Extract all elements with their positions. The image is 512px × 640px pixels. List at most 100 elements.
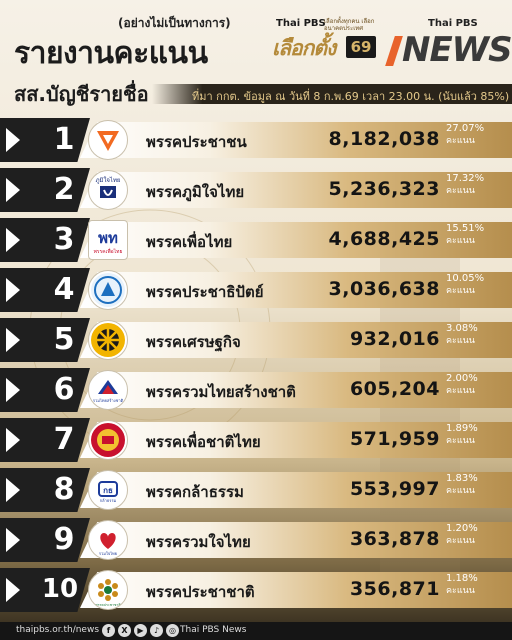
tiktok-icon[interactable]: ♪ (150, 624, 163, 637)
percent-value: 1.18% (446, 573, 478, 584)
vote-percent: 17.32% คะแนน (446, 173, 484, 197)
vote-count: 356,871 (349, 578, 440, 600)
party-name: พรรคภูมิใจไทย (146, 183, 245, 201)
party-name: พรรคประชาชน (146, 133, 247, 151)
result-row: 3 พท พรรคเพื่อไทย พรรคเพื่อไทย 4,688,425 … (0, 218, 512, 262)
bhumjaithai-logo-icon: ภูมิใจไทย (88, 170, 128, 210)
rank-number: 1 (53, 122, 75, 157)
election-logo-title: เลือกตั้ง (272, 36, 336, 60)
chevron-right-icon (6, 128, 20, 152)
percent-unit: คะแนน (446, 136, 475, 146)
header: (อย่างไม่เป็นทางการ) รายงานคะแนน สส.บัญช… (0, 0, 512, 110)
kla-tham-logo-mark: กธ (103, 486, 113, 495)
vote-percent: 1.18% คะแนน (446, 573, 478, 597)
result-row: 4 พรรคประชาธิปัตย์ 3,036,638 10.05% คะแน… (0, 268, 512, 312)
news-logo-brand: Thai PBS (428, 18, 478, 29)
vote-count: 4,688,425 (328, 228, 440, 250)
vote-percent: 1.20% คะแนน (446, 523, 478, 547)
rank-number: 6 (53, 372, 75, 407)
pheu-thai-logo-icon: พท พรรคเพื่อไทย (88, 220, 128, 260)
percent-unit: คะแนน (446, 236, 475, 246)
result-bar (80, 372, 512, 408)
footer: thaipbs.or.th/news f X ▶ ♪ ◎ Thai PBS Ne… (0, 622, 512, 640)
instagram-icon[interactable]: ◎ (166, 624, 179, 637)
economic-party-logo-icon (88, 320, 128, 360)
rank-box: 8 (0, 468, 90, 512)
percent-unit: คะแนน (446, 486, 475, 496)
vote-count: 363,878 (349, 528, 440, 550)
result-bar (80, 572, 512, 608)
result-row: 7 พรรคเพื่อชาติไทย 571,959 1.89% คะแนน (0, 418, 512, 462)
rank-box: 1 (0, 118, 90, 162)
rank-number: 8 (53, 472, 75, 507)
vote-count: 605,204 (349, 378, 440, 400)
rank-number: 5 (53, 322, 75, 357)
rank-number: 3 (53, 222, 75, 257)
thaipbs-news-logo: Thai PBS NEWS (385, 18, 512, 70)
result-row: 1 พรรคประชาชน 8,182,038 27.07% คะแนน (0, 118, 512, 162)
result-row: 8 กธ กล้าธรรม พรรคกล้าธรรม 553,997 1.83% … (0, 468, 512, 512)
vote-percent: 27.07% คะแนน (446, 123, 484, 147)
vote-count: 8,182,038 (328, 128, 440, 150)
chevron-right-icon (6, 578, 20, 602)
chevron-right-icon (6, 478, 20, 502)
result-bar (80, 522, 512, 558)
vote-percent: 15.51% คะแนน (446, 223, 484, 247)
rank-number: 2 (53, 172, 75, 207)
prachachat-logo-text: พรรคประชาชาติ (95, 603, 121, 607)
rank-box: 2 (0, 168, 90, 212)
rank-box: 7 (0, 418, 90, 462)
democrat-logo-icon (88, 270, 128, 310)
rank-box: 4 (0, 268, 90, 312)
percent-value: 2.00% (446, 373, 478, 384)
result-row: 2 ภูมิใจไทย พรรคภูมิใจไทย 5,236,323 17.3… (0, 168, 512, 212)
rank-box: 3 (0, 218, 90, 262)
unofficial-note: (อย่างไม่เป็นทางการ) (118, 16, 231, 30)
rank-number: 9 (53, 522, 75, 557)
election-logo-number: 69 (346, 36, 376, 58)
percent-value: 1.20% (446, 523, 478, 534)
rank-number: 4 (53, 272, 75, 307)
result-bar (80, 222, 512, 258)
vote-percent: 10.05% คะแนน (446, 273, 484, 297)
facebook-icon[interactable]: f (102, 624, 115, 637)
ruam-jai-thai-logo-icon: รวมใจไทย (88, 520, 128, 560)
x-icon[interactable]: X (118, 624, 131, 637)
percent-unit: คะแนน (446, 386, 475, 396)
people-party-logo-icon (88, 120, 128, 160)
percent-unit: คะแนน (446, 586, 475, 596)
percent-unit: คะแนน (446, 436, 475, 446)
footer-brand: Thai PBS News (180, 625, 247, 635)
result-row: 5 พรรคเศรษฐกิจ 932,016 3.08% คะแนน (0, 318, 512, 362)
ruam-jai-thai-logo-text: รวมใจไทย (99, 551, 117, 556)
utn-logo-text: รวมไทยสร้างชาติ (93, 398, 124, 403)
vote-count: 932,016 (349, 328, 440, 350)
website-link[interactable]: thaipbs.or.th/news (16, 625, 100, 635)
chevron-right-icon (6, 178, 20, 202)
result-bar (80, 422, 512, 458)
prachachat-logo-icon: พรรคประชาชาติ (88, 570, 128, 610)
result-row: 9 รวมใจไทย พรรครวมใจไทย 363,878 1.20% คะ… (0, 518, 512, 562)
pheu-thai-logo-text: พรรคเพื่อไทย (94, 248, 123, 255)
percent-value: 3.08% (446, 323, 478, 334)
party-name: พรรคประชาชาติ (146, 583, 255, 601)
chevron-right-icon (6, 228, 20, 252)
percent-unit: คะแนน (446, 186, 475, 196)
vote-percent: 1.89% คะแนน (446, 423, 478, 447)
youtube-icon[interactable]: ▶ (134, 624, 147, 637)
news-logo-slash-icon (385, 36, 403, 66)
bhumjaithai-logo-text: ภูมิใจไทย (96, 176, 121, 184)
percent-unit: คะแนน (446, 336, 475, 346)
result-bar (80, 472, 512, 508)
party-name: พรรคกล้าธรรม (146, 483, 244, 501)
pheu-thai-logo-mark: พท (98, 229, 118, 247)
chevron-right-icon (6, 528, 20, 552)
thai-nation-logo-icon (88, 420, 128, 460)
percent-unit: คะแนน (446, 536, 475, 546)
party-name: พรรคเพื่อไทย (146, 233, 233, 251)
result-bar (80, 272, 512, 308)
rank-box: 5 (0, 318, 90, 362)
utn-logo-icon: รวมไทยสร้างชาติ (88, 370, 128, 410)
percent-value: 1.83% (446, 473, 478, 484)
vote-count: 3,036,638 (328, 278, 440, 300)
